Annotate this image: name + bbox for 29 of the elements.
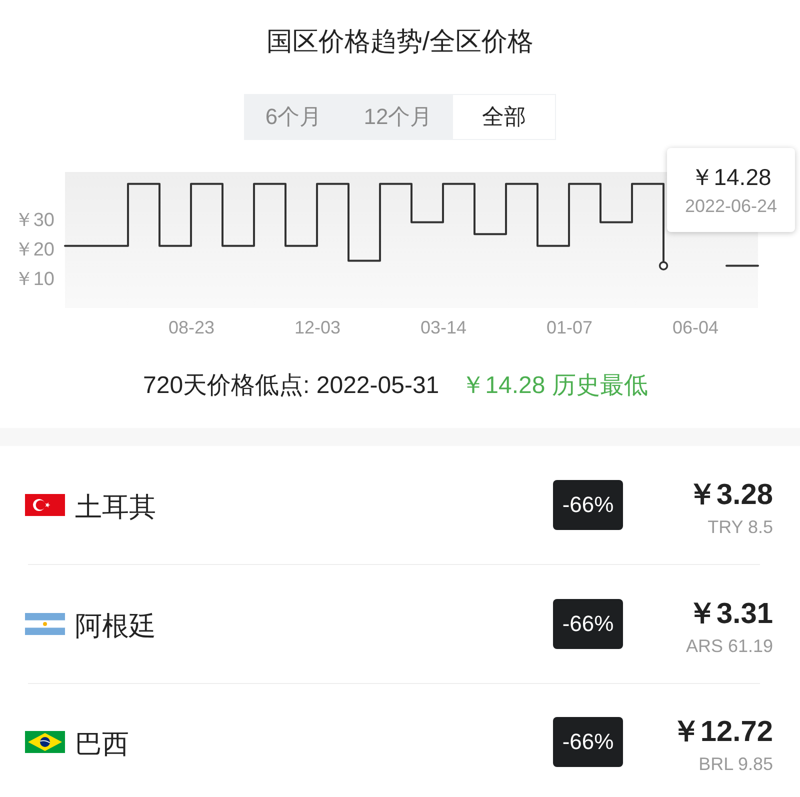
discount-badge: -66%: [553, 480, 623, 530]
tab[interactable]: 12个月: [343, 94, 453, 140]
x-tick-label: 01-07: [546, 318, 593, 338]
text: BRL 9.85: [698, 754, 773, 775]
y-tick-label: ￥20: [14, 239, 54, 260]
x-tick-label: 03-14: [420, 318, 467, 338]
text: ￥3.28: [688, 478, 773, 513]
text: 阿根廷: [75, 610, 156, 642]
tooltip: ￥14.28 2022-06-24: [667, 148, 795, 232]
y-tick-label: ￥30: [14, 210, 54, 231]
discount-badge: -66%: [553, 717, 623, 767]
x-tick-label: 12-03: [294, 318, 341, 338]
y-tick-label: ￥10: [14, 268, 54, 290]
tab[interactable]: 全部: [453, 95, 555, 139]
text: 土耳其: [75, 491, 156, 524]
text: 720天价格低点: 2022-05-31: [143, 372, 440, 399]
chart-title: 国区价格趋势/全区价格: [265, 25, 535, 58]
annotation: 2022-06-24: [684, 196, 778, 217]
text: TRY 8.5: [708, 517, 773, 538]
text: ARS 61.19: [686, 636, 773, 656]
x-tick-label: 08-23: [168, 318, 215, 338]
text: ￥12.72: [671, 715, 773, 750]
text: ￥14.28 历史最低: [461, 372, 648, 399]
text: ￥3.31: [688, 596, 773, 632]
discount-badge: -66%: [553, 598, 623, 648]
annotation: ￥14.28: [690, 163, 772, 192]
tab[interactable]: 6个月: [244, 94, 343, 140]
text: 巴西: [75, 728, 129, 761]
x-tick-label: 06-04: [672, 318, 719, 338]
